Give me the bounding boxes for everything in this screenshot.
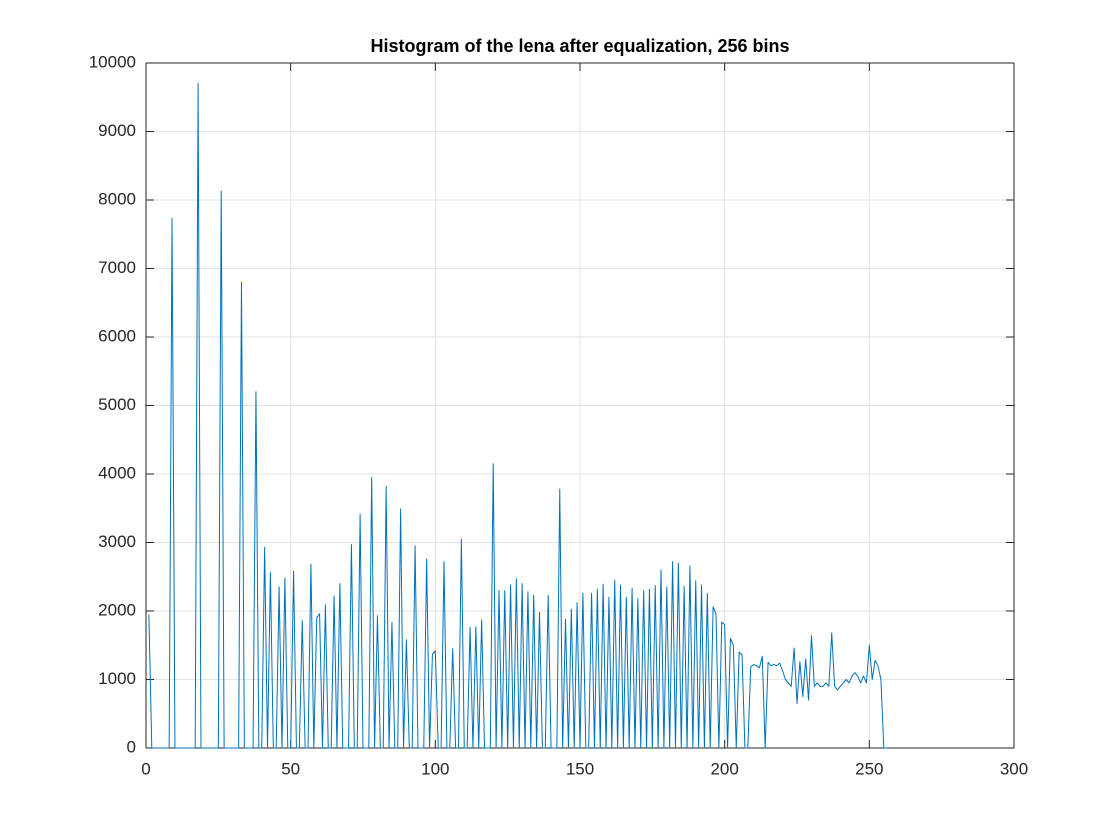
data-line: [148, 83, 887, 749]
y-tick-label: 7000: [98, 258, 136, 277]
y-tick-label: 5000: [98, 395, 136, 414]
x-tick-label: 300: [1000, 759, 1028, 778]
x-tick-label: 150: [566, 759, 594, 778]
chart-title: Histogram of the lena after equalization…: [370, 36, 789, 56]
y-tick-label: 9000: [98, 121, 136, 140]
y-tick-label: 2000: [98, 600, 136, 619]
x-tick-label: 250: [855, 759, 883, 778]
y-tick-label: 8000: [98, 189, 136, 208]
y-tick-label: 3000: [98, 532, 136, 551]
x-tick-label: 100: [421, 759, 449, 778]
x-tick-label: 50: [281, 759, 300, 778]
y-tick-label: 4000: [98, 463, 136, 482]
y-tick-label: 6000: [98, 326, 136, 345]
x-tick-label: 200: [710, 759, 738, 778]
y-tick-label: 1000: [98, 669, 136, 688]
y-tick-label: 10000: [89, 52, 136, 71]
x-tick-label: 0: [141, 759, 150, 778]
y-tick-label: 0: [127, 737, 136, 756]
